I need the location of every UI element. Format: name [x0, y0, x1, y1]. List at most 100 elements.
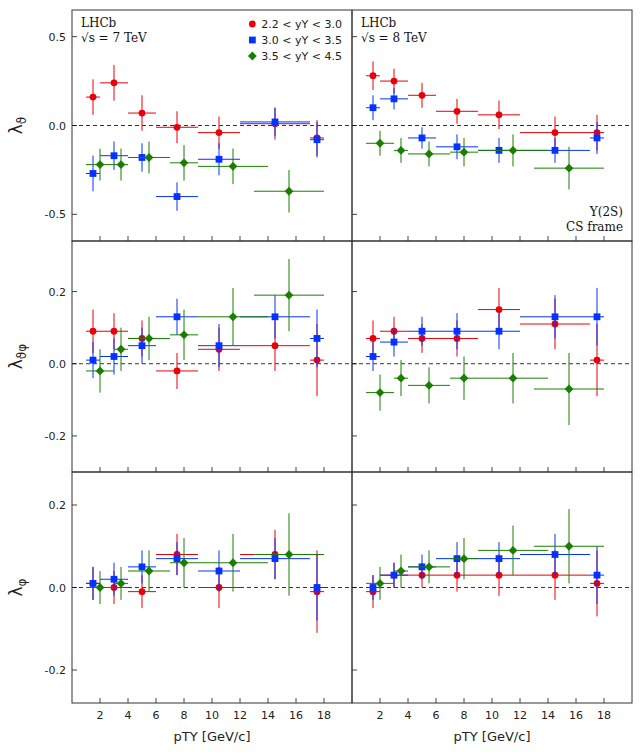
reference-line — [72, 125, 352, 126]
marker — [419, 135, 426, 142]
x-tick — [604, 698, 605, 703]
annotation: LHCb — [361, 16, 397, 30]
series — [86, 259, 324, 393]
x-tick — [576, 236, 577, 241]
marker — [460, 554, 469, 563]
x-tick — [324, 236, 325, 241]
legend-label: 2.2 < yΥ < 3.0 — [261, 18, 342, 31]
x-tick-label: 16 — [569, 709, 583, 722]
x-tick — [548, 698, 549, 703]
marker — [370, 335, 377, 342]
marker — [314, 584, 321, 591]
x-tick-label: 10 — [205, 709, 219, 722]
series — [366, 288, 604, 371]
marker — [425, 562, 434, 571]
x-tick — [268, 236, 269, 241]
marker — [272, 119, 279, 126]
reference-line — [352, 363, 632, 364]
marker — [111, 79, 118, 86]
annotation: √s = 7 TeV — [81, 31, 147, 45]
marker — [552, 551, 559, 558]
marker — [229, 312, 238, 321]
marker — [454, 108, 461, 115]
x-tick-label: 8 — [461, 709, 468, 722]
panel: -0.20.00.2λϑφ — [6, 241, 352, 472]
x-tick-label: 2 — [97, 709, 104, 722]
marker — [552, 129, 559, 136]
frame — [352, 10, 632, 241]
marker — [111, 328, 118, 335]
legend-label: 3.0 < yΥ < 3.5 — [261, 34, 342, 47]
marker — [216, 568, 223, 575]
marker — [139, 342, 146, 349]
x-tick-label: 18 — [597, 709, 611, 722]
x-tick — [184, 467, 185, 472]
panel: LHCb√s = 8 TeVΥ(2S)CS frame — [352, 10, 632, 241]
marker — [496, 328, 503, 335]
marker — [496, 111, 503, 118]
marker — [229, 162, 238, 171]
y-tick — [72, 670, 77, 671]
marker — [111, 353, 118, 360]
marker — [145, 153, 154, 162]
marker — [419, 328, 426, 335]
x-tick — [324, 698, 325, 703]
y-axis-label: λφ — [6, 578, 29, 596]
x-tick — [492, 467, 493, 472]
marker — [96, 160, 105, 169]
marker — [285, 291, 294, 300]
x-tick-label: 12 — [513, 709, 527, 722]
marker — [216, 156, 223, 163]
y-tick — [352, 36, 357, 37]
y-axis-label: λϑφ — [6, 344, 29, 369]
y-tick — [72, 291, 77, 292]
marker — [90, 170, 97, 177]
marker — [454, 143, 461, 150]
marker — [111, 152, 118, 159]
y-tick — [352, 214, 357, 215]
x-tick — [464, 698, 465, 703]
y-tick-label: 0.2 — [49, 499, 67, 512]
background — [0, 0, 642, 755]
x-error-bar — [436, 558, 478, 559]
marker — [272, 313, 279, 320]
marker — [496, 306, 503, 313]
series — [86, 141, 324, 212]
marker — [145, 567, 154, 576]
panel: 24681012141618-0.20.00.2λφpTΥ [GeV/c] — [6, 472, 352, 744]
annotation: Υ(2S) — [589, 205, 623, 219]
x-tick — [408, 698, 409, 703]
marker — [174, 313, 181, 320]
marker — [96, 367, 105, 376]
marker — [139, 588, 146, 595]
marker — [139, 110, 146, 117]
annotation: LHCb — [81, 16, 117, 30]
x-tick — [436, 698, 437, 703]
panel: -0.50.00.5λϑLHCb√s = 7 TeV2.2 < yΥ < 3.0… — [6, 10, 352, 241]
marker — [314, 335, 321, 342]
plot-area — [352, 509, 632, 616]
series — [366, 131, 604, 190]
legend-label: 3.5 < yΥ < 4.5 — [261, 50, 342, 63]
x-tick — [436, 467, 437, 472]
y-axis-label-base: λ — [6, 586, 26, 596]
marker — [565, 385, 574, 394]
x-tick — [128, 698, 129, 703]
marker — [509, 374, 518, 383]
marker — [594, 572, 601, 579]
marker — [174, 555, 181, 562]
marker — [90, 580, 97, 587]
y-error-bar — [317, 550, 318, 633]
y-axis-label: λϑ — [6, 117, 29, 135]
marker — [397, 146, 406, 155]
marker — [145, 334, 154, 343]
marker — [376, 139, 385, 148]
series — [366, 62, 604, 151]
x-tick — [408, 236, 409, 241]
x-tick — [604, 236, 605, 241]
panel: 24681012141618pTΥ [GeV/c] — [352, 472, 632, 744]
y-tick — [72, 505, 77, 506]
legend-item: 3.0 < yΥ < 3.5 — [249, 34, 342, 47]
marker — [391, 78, 398, 85]
marker — [229, 558, 238, 567]
